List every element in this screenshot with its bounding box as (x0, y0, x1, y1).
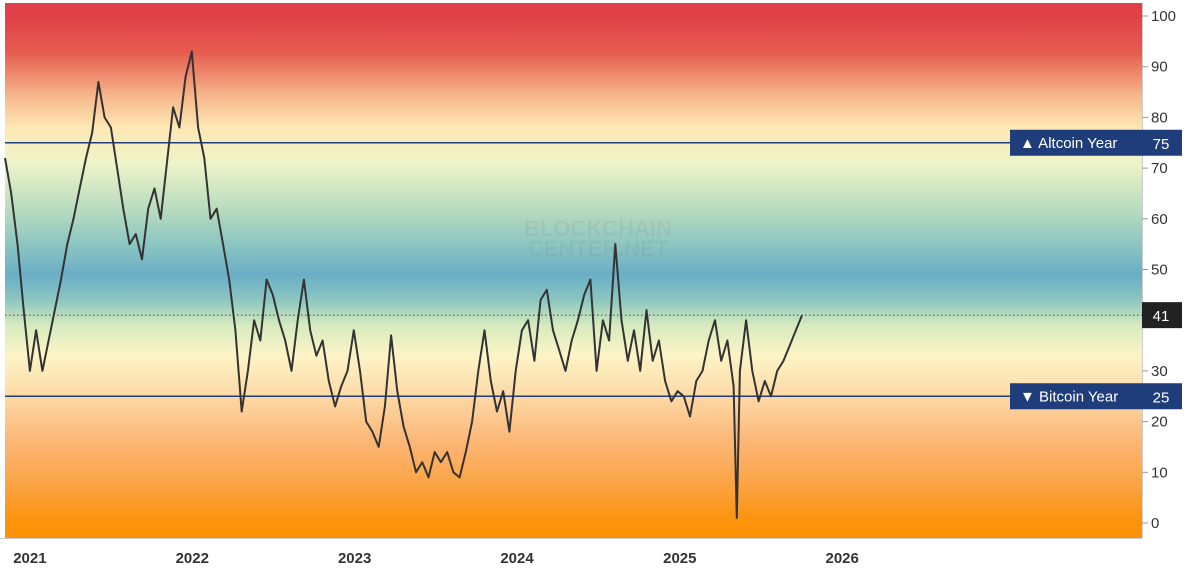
reference-value: 75 (1153, 136, 1170, 153)
reference-value-badge (1142, 383, 1182, 410)
x-tick-label: 2025 (663, 550, 696, 567)
x-tick-label: 2024 (500, 550, 534, 567)
reference-label-badge (1010, 129, 1142, 156)
y-tick-label: 80 (1151, 109, 1168, 126)
x-tick-label: 2026 (825, 550, 858, 567)
reference-value-badge (1142, 129, 1182, 156)
x-axis-area (0, 538, 1200, 570)
watermark-text: CENTER.NET (528, 236, 669, 261)
y-tick-label: 30 (1151, 363, 1168, 380)
y-tick-label: 50 (1151, 262, 1168, 279)
current-value-label: 41 (1153, 308, 1170, 325)
current-value-badge (1142, 302, 1182, 329)
reference-value: 25 (1153, 389, 1170, 406)
reference-label: ▲ Altcoin Year (1020, 135, 1117, 152)
y-tick-label: 70 (1151, 160, 1168, 177)
watermark-text: BLOCKCHAIN (524, 216, 672, 241)
y-tick-label: 20 (1151, 414, 1168, 431)
series-line (4, 50, 804, 519)
y-tick-label: 90 (1151, 59, 1168, 76)
x-tick-label: 2021 (13, 550, 46, 567)
series (4, 50, 804, 519)
reference-label: ▼ Bitcoin Year (1020, 388, 1118, 405)
plot-background (5, 3, 1142, 538)
x-tick-label: 2022 (176, 550, 209, 567)
reference-label-badge (1010, 383, 1142, 410)
reference-lines (5, 142, 1142, 397)
y-tick-label: 0 (1151, 515, 1159, 532)
y-tick-label: 100 (1151, 8, 1176, 25)
y-tick-label: 60 (1151, 211, 1168, 228)
axes: 0102030405060708090100202120222023202420… (0, 3, 1200, 570)
y-tick-label: 10 (1151, 464, 1168, 481)
x-tick-label: 2023 (338, 550, 371, 567)
